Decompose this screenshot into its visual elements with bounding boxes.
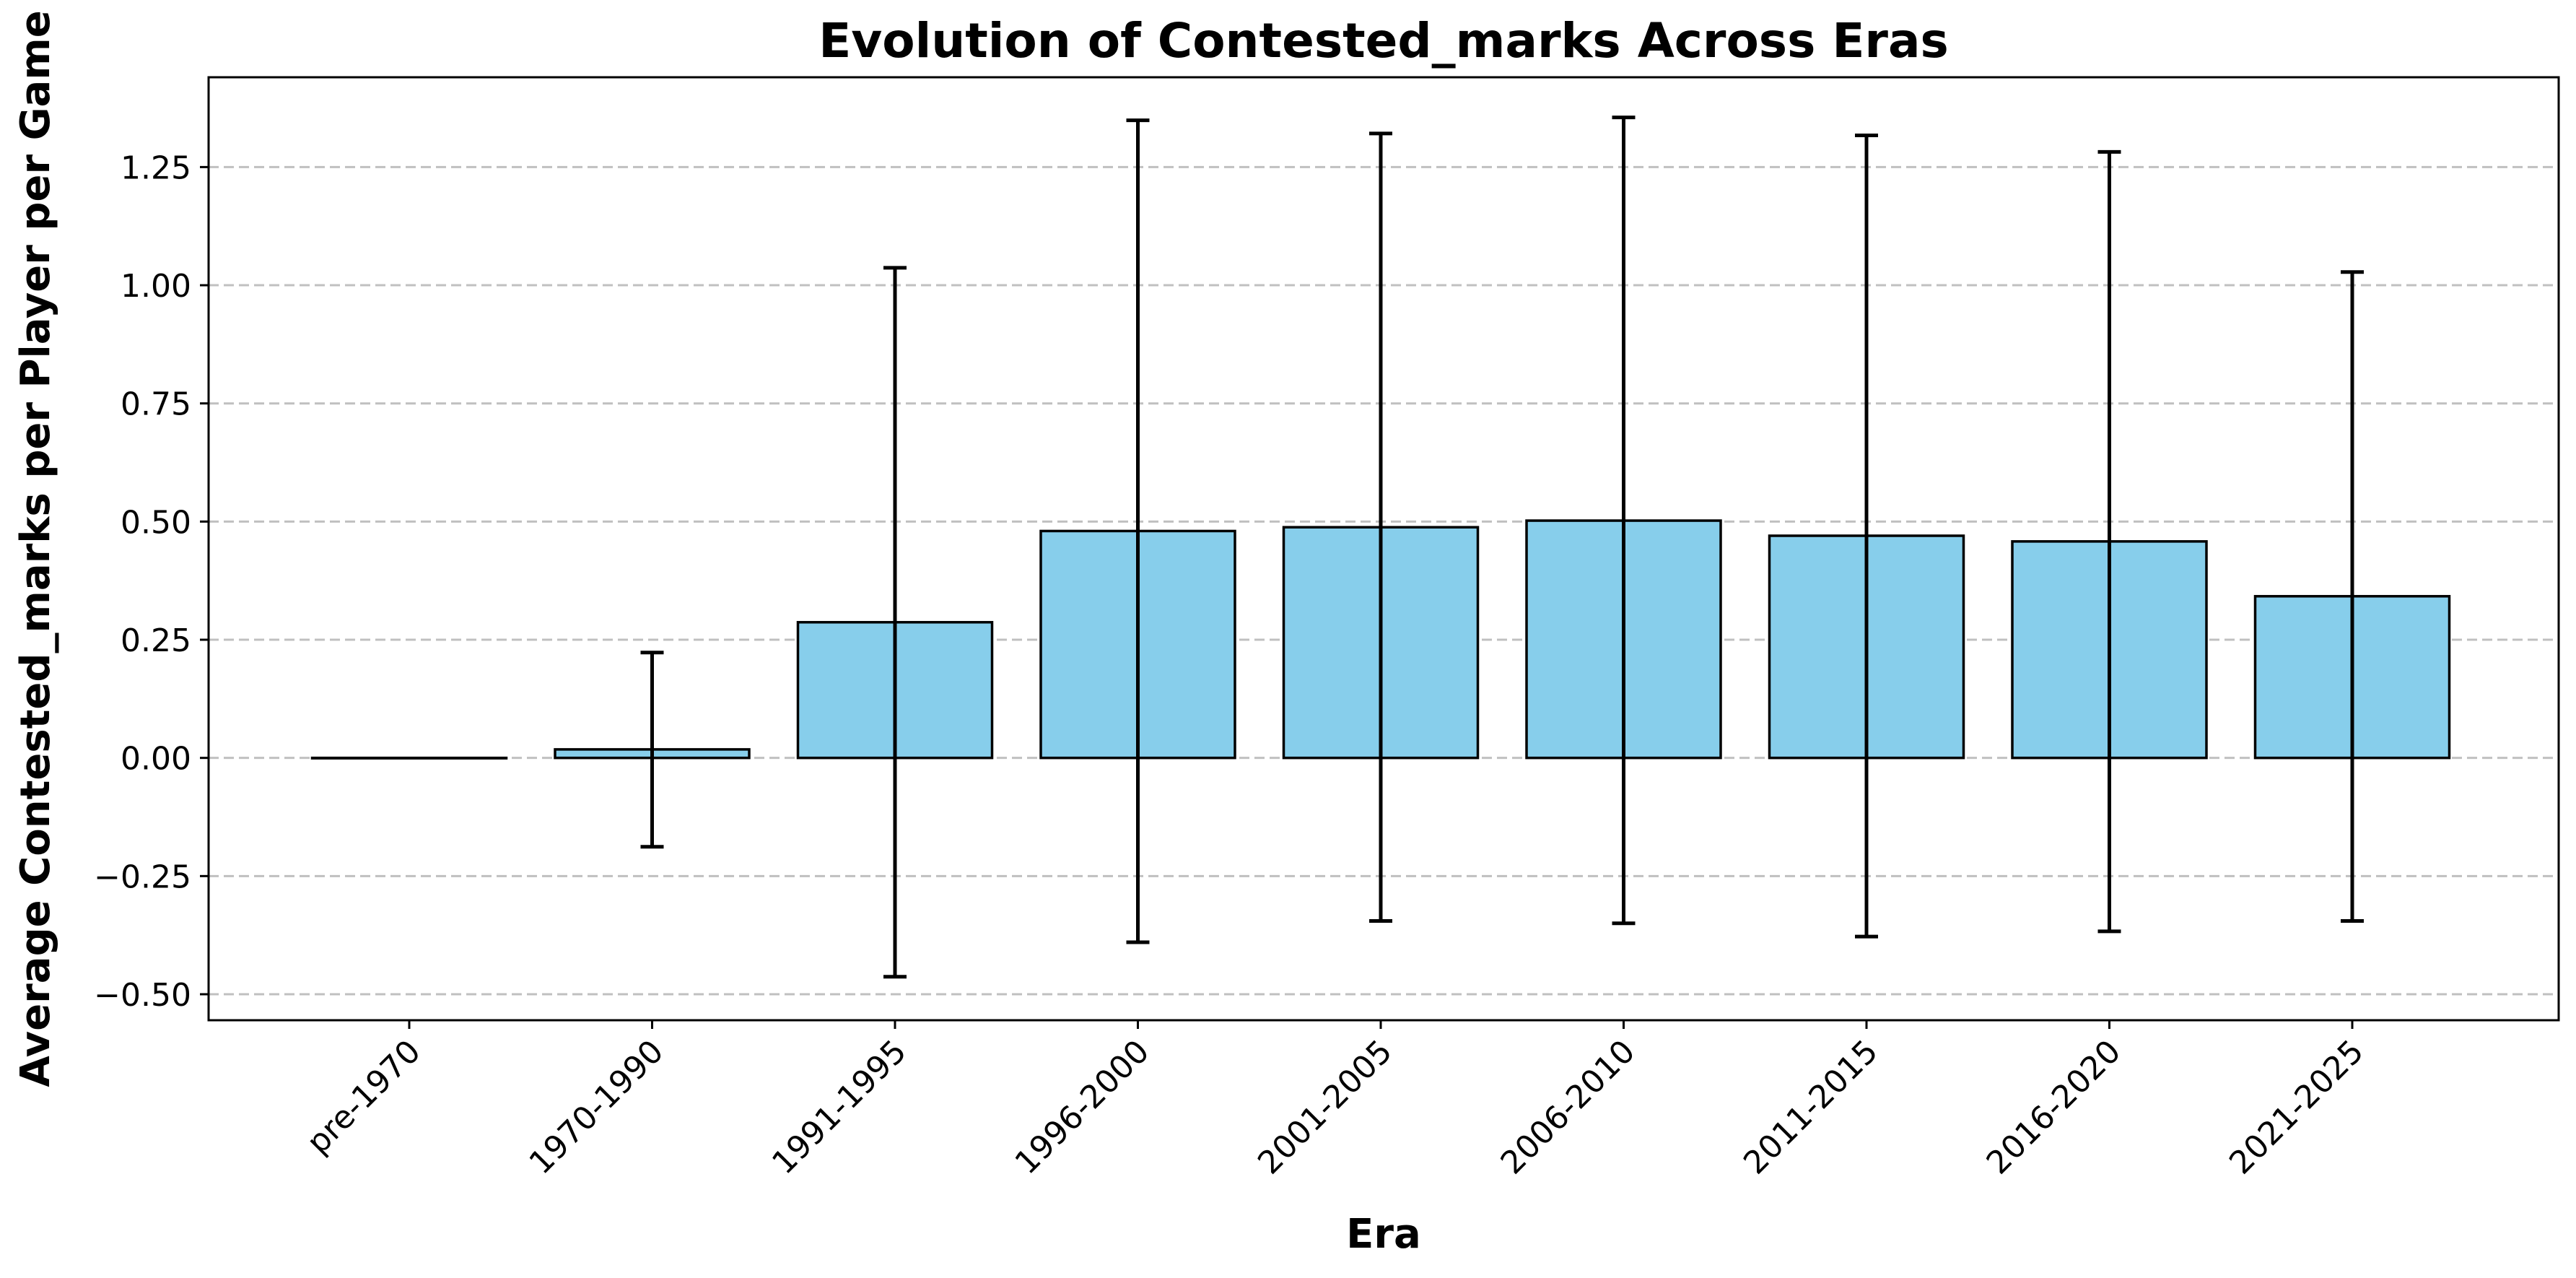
x-tick-label: pre-1970 (300, 1033, 427, 1161)
chart-title: Evolution of Contested_marks Across Eras (818, 13, 1949, 69)
bar-pre-1970 (310, 756, 508, 760)
x-axis-label: Era (1346, 1211, 1421, 1258)
x-tick-label: 2001-2005 (1251, 1033, 1400, 1182)
y-tick-label: 1.25 (121, 149, 191, 186)
y-tick-label: 1.00 (121, 268, 191, 305)
plot-frame (207, 76, 2560, 1022)
y-tick-label: 0.75 (121, 386, 191, 423)
x-tick-label: 2016-2020 (1980, 1033, 2129, 1182)
y-tick-label: −0.50 (94, 977, 191, 1014)
x-tick-label: 2021-2025 (2222, 1033, 2371, 1182)
y-tick-label: 0.00 (121, 741, 191, 778)
x-tick-label: 2011-2015 (1737, 1033, 1885, 1182)
y-tick-label: 0.50 (121, 504, 191, 541)
y-tick-label: −0.25 (94, 858, 191, 895)
y-tick-label: 0.25 (121, 622, 191, 659)
x-tick-label: 1991-1995 (765, 1033, 914, 1182)
x-tick-label: 1996-2000 (1008, 1033, 1157, 1182)
x-tick-label: 2006-2010 (1494, 1033, 1643, 1182)
y-axis-label: Average Contested_marks per Player per G… (12, 10, 59, 1087)
x-tick-label: 1970-1990 (523, 1033, 671, 1182)
errorbar-layer (640, 116, 2364, 979)
